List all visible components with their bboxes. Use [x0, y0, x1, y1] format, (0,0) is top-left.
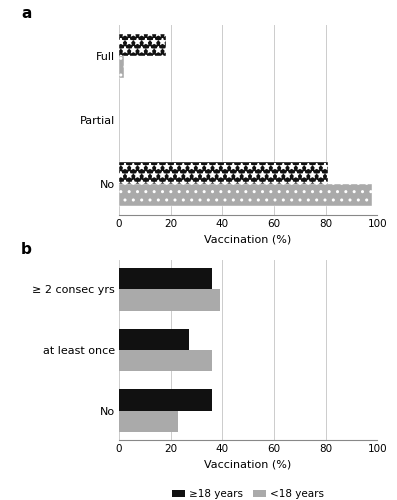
- Bar: [119, 329, 189, 350]
- Bar: [119, 290, 220, 310]
- Text: b: b: [21, 242, 32, 257]
- Legend: ≥18 years, <18 years: ≥18 years, <18 years: [168, 485, 328, 500]
- Bar: [119, 350, 212, 371]
- Bar: [119, 268, 212, 289]
- Bar: [119, 56, 124, 78]
- Text: a: a: [21, 6, 31, 21]
- Bar: [119, 390, 212, 410]
- Bar: [119, 410, 178, 432]
- X-axis label: Vaccination (%): Vaccination (%): [204, 460, 292, 469]
- Bar: [119, 184, 372, 206]
- Bar: [119, 162, 328, 184]
- Bar: [119, 34, 166, 56]
- X-axis label: Vaccination (%): Vaccination (%): [204, 234, 292, 244]
- Legend: ≥18 years, <18 years: ≥18 years, <18 years: [168, 262, 328, 280]
